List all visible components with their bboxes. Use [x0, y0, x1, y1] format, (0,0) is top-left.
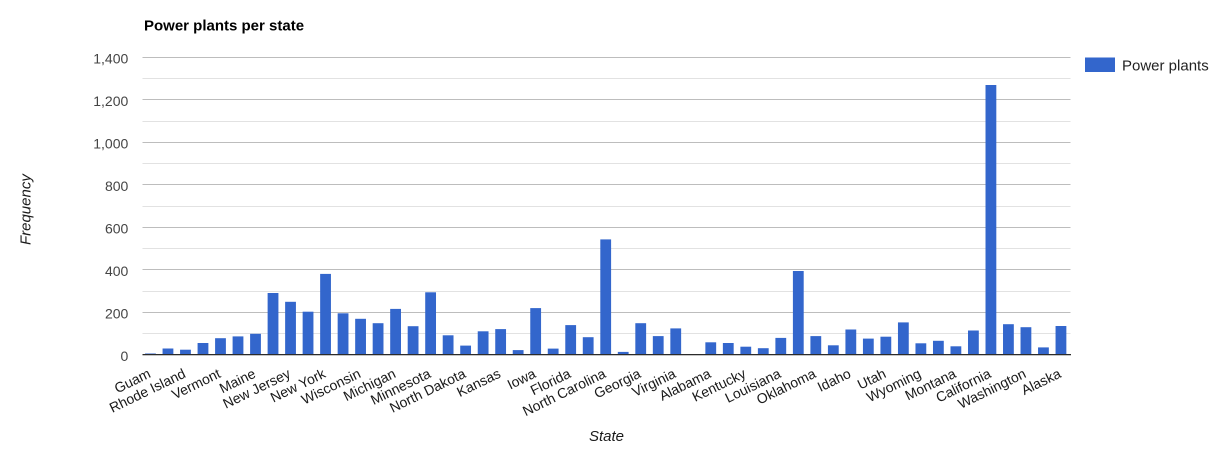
svg-text:1,200: 1,200 [93, 93, 128, 109]
svg-text:200: 200 [105, 306, 129, 322]
svg-text:400: 400 [105, 263, 129, 279]
svg-text:600: 600 [105, 220, 129, 236]
svg-text:0: 0 [121, 348, 129, 364]
svg-text:Frequency: Frequency [18, 173, 35, 245]
svg-text:Power plants: Power plants [1122, 58, 1209, 75]
svg-text:Power plants per state: Power plants per state [144, 17, 304, 34]
svg-text:1,400: 1,400 [93, 50, 128, 66]
svg-text:Alaska: Alaska [1019, 365, 1064, 398]
svg-text:State: State [589, 428, 624, 445]
svg-text:1,000: 1,000 [93, 135, 128, 151]
svg-text:Idaho: Idaho [815, 365, 854, 395]
svg-text:800: 800 [105, 178, 129, 194]
